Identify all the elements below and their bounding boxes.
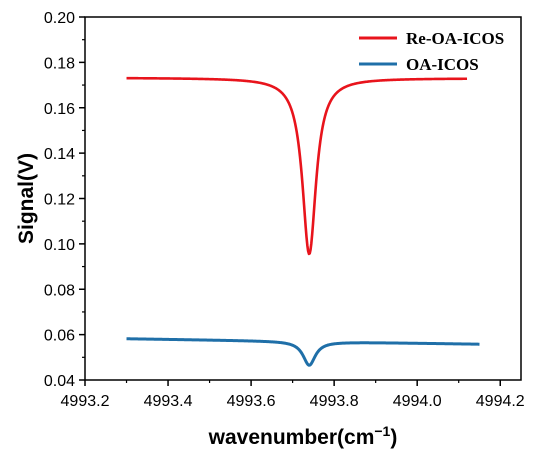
x-tick-label: 4993.6	[227, 393, 276, 410]
x-axis: 4993.2 4993.4 4993.6 4993.8 4994.0 4994.2	[61, 380, 525, 410]
x-tick-label: 4994.0	[393, 393, 442, 410]
y-tick-label: 0.10	[44, 237, 75, 254]
x-axis-title-close: )	[390, 426, 397, 449]
x-tick-label: 4993.4	[144, 393, 193, 410]
y-tick-label: 0.04	[44, 373, 75, 390]
x-axis-title-sup: −1	[374, 423, 390, 439]
y-tick-label: 0.16	[44, 101, 75, 118]
plot-lines	[125, 76, 481, 367]
legend-label: Re-OA-ICOS	[406, 29, 504, 48]
x-axis-title-main: wavenumber(cm	[208, 426, 375, 449]
series-line-oa-icos	[125, 337, 481, 367]
y-axis: 0.04 0.06 0.08 0.10 0.12 0.14 0.16 0.18 0.20	[44, 10, 85, 390]
y-tick-label: 0.12	[44, 192, 75, 209]
y-axis-title: Signal(V)	[15, 153, 38, 244]
y-tick-label: 0.18	[44, 55, 75, 72]
series-line-re-oa-icos	[126, 76, 468, 256]
y-tick-label: 0.06	[44, 328, 75, 345]
x-axis-title: wavenumber(cm−1)	[208, 423, 398, 449]
y-tick-label: 0.14	[44, 146, 75, 163]
x-tick-label: 4994.2	[476, 393, 525, 410]
y-tick-label: 0.20	[44, 10, 75, 27]
y-tick-label: 0.08	[44, 282, 75, 299]
legend-label: OA-ICOS	[406, 55, 479, 74]
x-tick-label: 4993.8	[310, 393, 359, 410]
x-tick-label: 4993.2	[61, 393, 110, 410]
legend: Re-OA-ICOS OA-ICOS	[359, 29, 504, 74]
